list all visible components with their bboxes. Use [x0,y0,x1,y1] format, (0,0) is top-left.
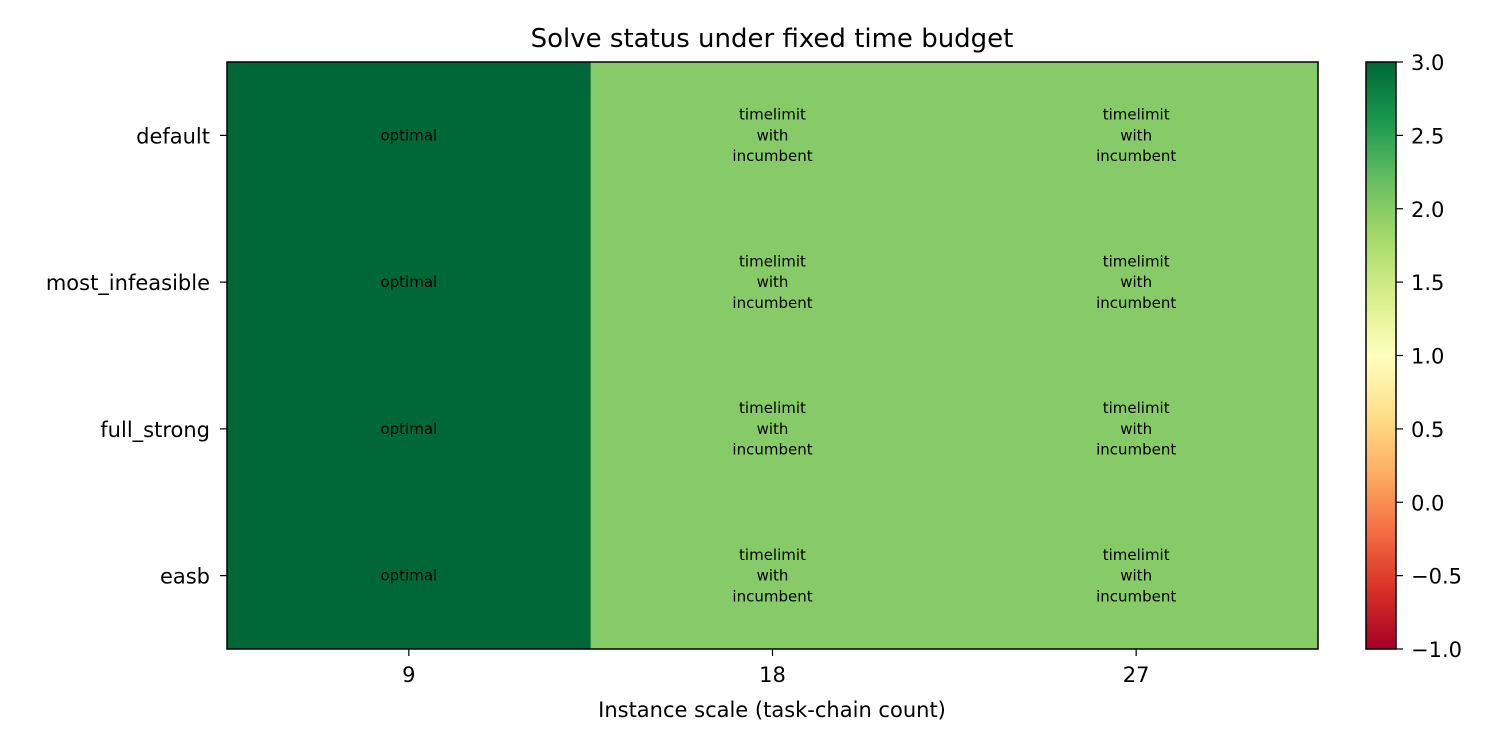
colorbar [1366,62,1396,649]
y-tick-label: full_strong [100,418,210,443]
heatmap-cell [954,62,1319,210]
cell-label: optimal [380,567,437,585]
colorbar-tick-label: 0.0 [1411,491,1444,515]
colorbar-tick-label: −0.5 [1411,565,1462,589]
x-axis-ticks: 9 18 27 [402,649,1150,687]
y-tick-label: easb [160,565,210,589]
cell-label: timelimit with incumbent [732,546,812,606]
cell-label: timelimit with incumbent [732,252,812,312]
x-tick-label: 27 [1123,663,1150,687]
cell-label: timelimit with incumbent [1096,546,1176,606]
cell-label: timelimit with incumbent [732,399,812,459]
cell-label: timelimit with incumbent [1096,106,1176,166]
colorbar-tick-label: −1.0 [1411,638,1462,662]
cell-label: optimal [380,420,437,438]
y-tick-label: most_infeasible [46,271,210,296]
heatmap-cell [227,502,592,650]
colorbar-tick-label: 2.5 [1411,124,1444,148]
cell-label: timelimit with incumbent [1096,399,1176,459]
cell-label: optimal [380,126,437,144]
heatmap-cell [227,208,592,356]
cell-label: timelimit with incumbent [732,106,812,166]
heatmap-cell [954,355,1319,503]
heatmap-cell [227,62,592,210]
heatmap-cell-labels: optimal timelimit with incumbent timelimit wi… [380,106,1176,606]
colorbar-tick-label: 0.5 [1411,418,1444,442]
x-axis-label: Instance scale (task-chain count) [598,698,946,722]
heatmap-cell [590,208,955,356]
heatmap-cell [227,355,592,503]
chart-title: Solve status under fixed time budget [531,24,1014,54]
colorbar-tick-label: 3.0 [1411,51,1444,75]
heatmap-cell [590,502,955,650]
heatmap-cell [590,355,955,503]
y-tick-label: default [136,124,210,148]
x-tick-label: 18 [759,663,786,687]
heatmap-cell [954,208,1319,356]
colorbar-tick-label: 1.0 [1411,345,1444,369]
cell-label: timelimit with incumbent [1096,252,1176,312]
colorbar-tick-label: 2.0 [1411,198,1444,222]
heatmap-cell [590,62,955,210]
cell-label: optimal [380,273,437,291]
heatmap-cell [954,502,1319,650]
colorbar-tick-label: 1.5 [1411,271,1444,295]
heatmap-cells [227,62,1319,650]
colorbar-ticks: −1.0 −0.5 0.0 0.5 1.0 1.5 2.0 2.5 3.0 [1396,51,1462,662]
x-tick-label: 9 [402,663,415,687]
